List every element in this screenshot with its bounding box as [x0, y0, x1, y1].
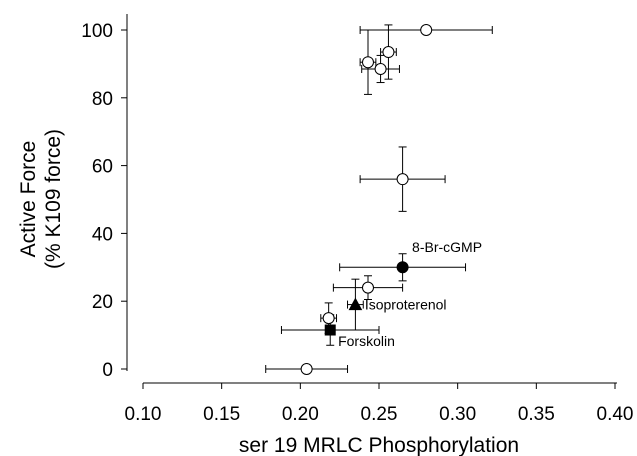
- y-axis-title-line: (% K109 force): [42, 129, 65, 269]
- x-tick-label: 0.35: [518, 404, 555, 425]
- open-circle-point: [301, 364, 312, 375]
- data-annotation: Forskolin: [338, 333, 395, 349]
- x-tick-label: 0.10: [125, 404, 162, 425]
- open-circle-point: [323, 313, 334, 324]
- x-tick-label: 0.40: [597, 404, 634, 425]
- data-annotation: Isoproterenol: [365, 297, 447, 313]
- y-axis-title-line: Active Force: [17, 141, 40, 258]
- y-tick-label: 80: [92, 89, 113, 110]
- x-tick-label: 0.15: [203, 404, 240, 425]
- open-circle-point: [375, 63, 386, 74]
- data-annotation: 8-Br-cGMP: [412, 239, 482, 255]
- filled-circle-point: [397, 262, 408, 273]
- x-tick-label: 0.30: [439, 404, 476, 425]
- filled-square-point: [325, 325, 335, 335]
- y-tick-label: 100: [81, 21, 113, 42]
- open-circle-point: [362, 282, 373, 293]
- x-axis-title: ser 19 MRLC Phosphorylation: [239, 434, 519, 456]
- x-tick-label: 0.20: [282, 404, 319, 425]
- y-tick-label: 0: [102, 360, 113, 381]
- y-tick-label: 60: [92, 157, 113, 178]
- y-tick-label: 20: [92, 292, 113, 313]
- y-tick-label: 40: [92, 224, 113, 245]
- open-circle-point: [397, 174, 408, 185]
- open-circle-point: [421, 25, 432, 36]
- x-tick-label: 0.25: [361, 404, 398, 425]
- open-circle-point: [362, 57, 373, 68]
- open-circle-point: [383, 47, 394, 58]
